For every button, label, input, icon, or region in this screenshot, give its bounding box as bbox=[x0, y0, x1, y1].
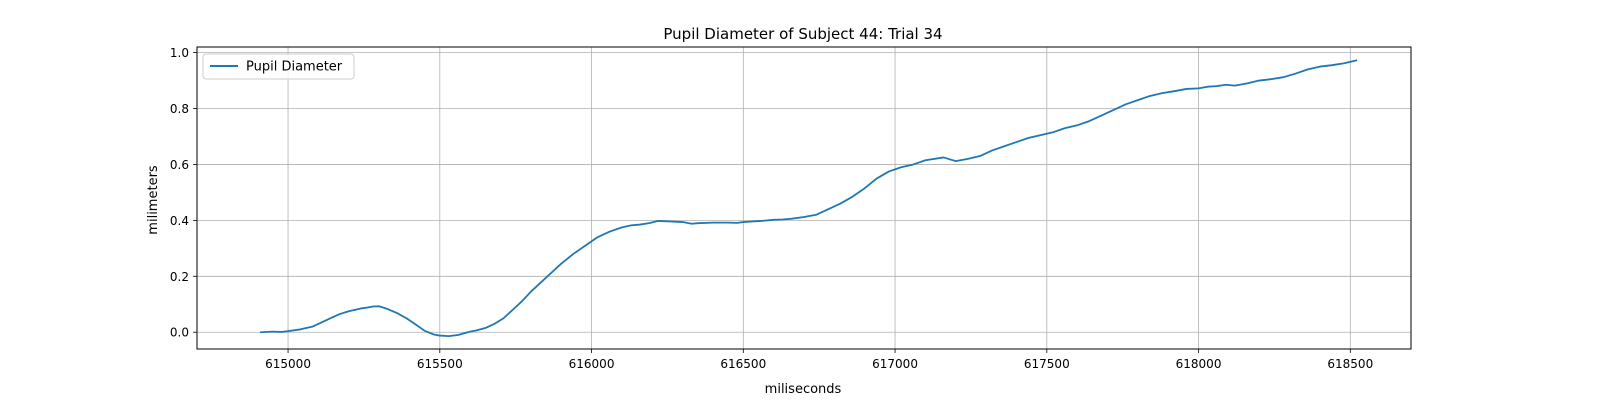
legend-label: Pupil Diameter bbox=[246, 60, 343, 75]
grid-lines bbox=[197, 47, 1411, 349]
axis-ticks: 615000 615500 616000 616500 617000 617500 6180… bbox=[170, 46, 1373, 371]
y-tick-label: 0.2 bbox=[170, 270, 189, 284]
series-layer bbox=[259, 59, 1358, 338]
x-tick-label: 615000 bbox=[265, 357, 311, 371]
x-tick-label: 615500 bbox=[417, 357, 463, 371]
series-line bbox=[259, 59, 1358, 338]
x-tick-label: 618500 bbox=[1327, 357, 1373, 371]
x-tick-label: 616500 bbox=[720, 357, 766, 371]
legend-box bbox=[202, 53, 355, 80]
y-tick-label: 1.0 bbox=[170, 46, 189, 60]
x-tick-label: 616000 bbox=[569, 357, 615, 371]
legend: Pupil Diameter bbox=[202, 53, 355, 80]
y-tick-label: 0.6 bbox=[170, 158, 189, 172]
y-axis-label: milimeters bbox=[146, 165, 161, 235]
chart-title: Pupil Diameter of Subject 44: Trial 34 bbox=[663, 25, 942, 43]
x-axis-label: miliseconds bbox=[765, 382, 842, 397]
y-tick-label: 0.4 bbox=[170, 214, 189, 228]
x-tick-label: 617500 bbox=[1024, 357, 1070, 371]
x-tick-label: 617000 bbox=[872, 357, 918, 371]
y-tick-label: 0.0 bbox=[170, 326, 189, 340]
y-tick-label: 0.8 bbox=[170, 102, 189, 116]
x-tick-label: 618000 bbox=[1176, 357, 1222, 371]
plot-frame bbox=[196, 46, 1412, 350]
